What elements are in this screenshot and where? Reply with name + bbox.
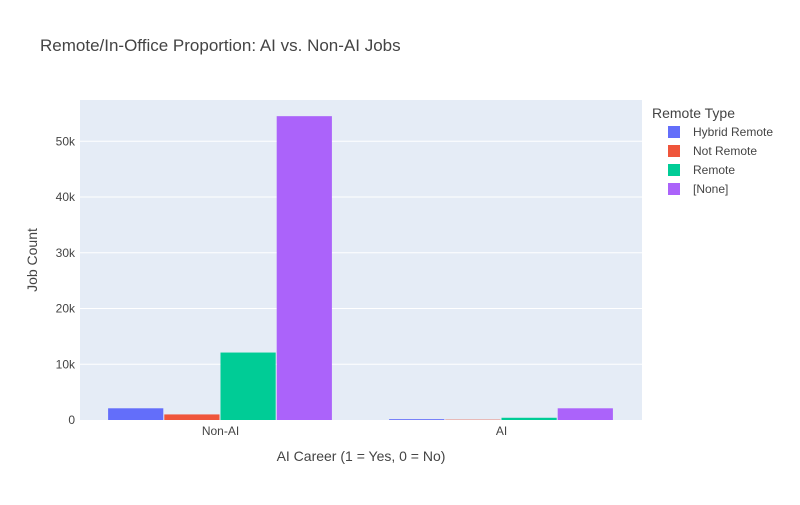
x-tick-label: Non-AI	[202, 424, 239, 438]
legend-item: Remote	[668, 163, 735, 177]
y-tick-label: 40k	[56, 190, 76, 204]
legend-title: Remote Type	[652, 105, 735, 121]
legend-label: Not Remote	[693, 144, 757, 158]
legend-swatch	[668, 164, 680, 176]
bar	[277, 116, 332, 420]
y-tick-label: 0	[68, 413, 75, 427]
bar	[558, 408, 613, 420]
legend-label: [None]	[693, 182, 728, 196]
bar	[164, 414, 219, 420]
x-axis-label: AI Career (1 = Yes, 0 = No)	[277, 448, 446, 464]
bar	[502, 418, 557, 420]
bar	[221, 353, 276, 420]
legend-swatch	[668, 183, 680, 195]
legend-swatch	[668, 126, 680, 138]
y-tick-label: 30k	[56, 246, 76, 260]
x-tick-label: AI	[496, 424, 507, 438]
legend-item: [None]	[668, 182, 728, 196]
y-tick-label: 10k	[56, 357, 76, 371]
legend-swatch	[668, 145, 680, 157]
legend-label: Hybrid Remote	[693, 125, 773, 139]
y-tick-label: 50k	[56, 134, 76, 148]
y-axis-label: Job Count	[24, 228, 40, 292]
y-tick-label: 20k	[56, 302, 76, 316]
chart-title: Remote/In-Office Proportion: AI vs. Non-…	[40, 36, 401, 55]
bar	[108, 408, 163, 420]
bar	[389, 419, 444, 420]
legend-label: Remote	[693, 163, 735, 177]
plot-area	[80, 100, 642, 420]
